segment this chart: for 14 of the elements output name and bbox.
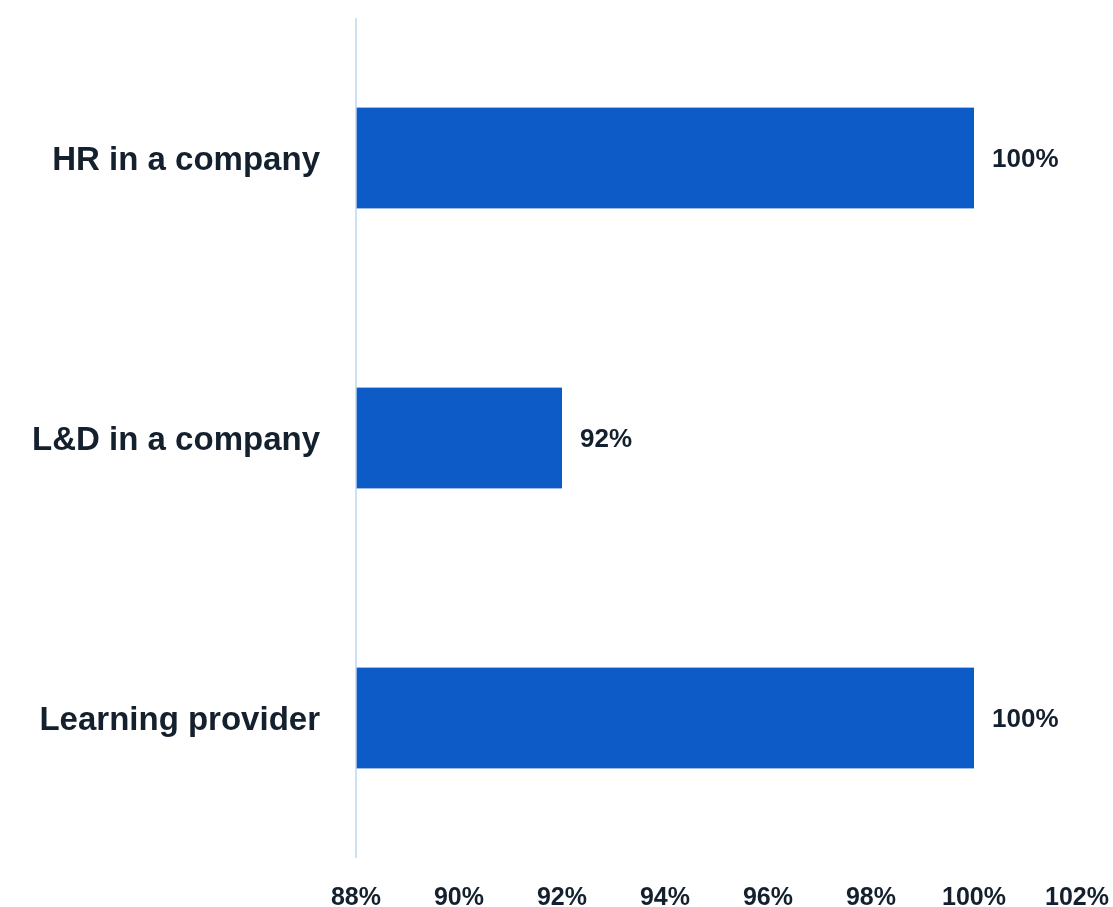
x-tick-label: 88%	[330, 882, 382, 907]
data-label: 92%	[580, 423, 633, 453]
data-label: 100%	[992, 143, 1059, 173]
data-label: 100%	[992, 703, 1059, 733]
x-tick-label: 98%	[845, 882, 897, 907]
x-tick-label: 94%	[639, 882, 691, 907]
x-tick-label: 102%	[1045, 882, 1109, 907]
x-tick-label: 100%	[942, 882, 1006, 907]
x-tick-label: 96%	[742, 882, 794, 907]
x-tick-label: 90%	[433, 882, 485, 907]
y-tick-label: L&D in a company	[32, 419, 321, 457]
x-tick-label: 92%	[536, 882, 588, 907]
y-tick-label: HR in a company	[52, 139, 321, 177]
y-tick-label: Learning provider	[39, 699, 321, 737]
